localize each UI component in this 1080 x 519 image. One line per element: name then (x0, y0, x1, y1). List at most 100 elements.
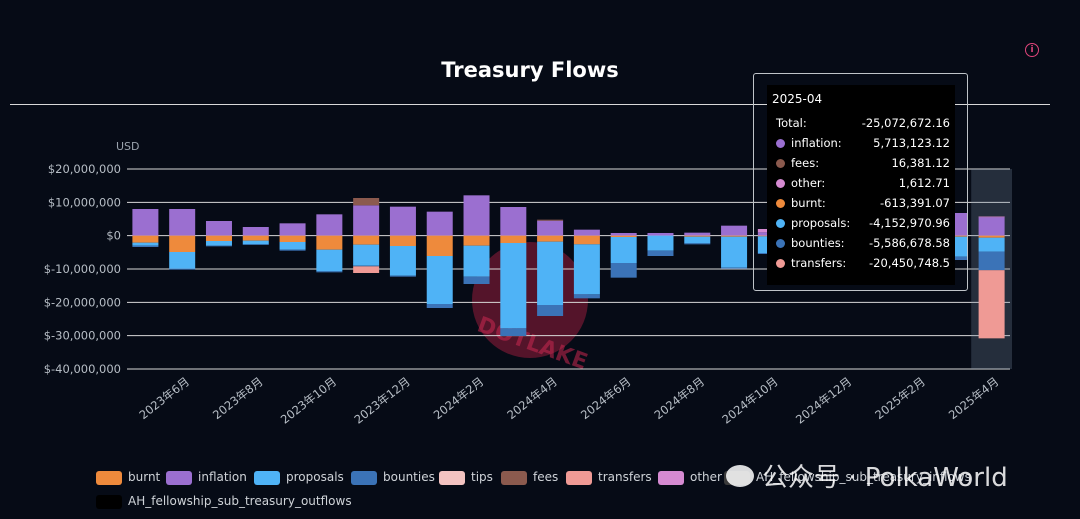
bar-segment-proposals[interactable] (647, 235, 674, 251)
tooltip-row-label: transfers: (791, 256, 847, 270)
bar-segment-burnt[interactable] (463, 235, 490, 246)
title-divider (10, 104, 1050, 105)
bar-segment-burnt[interactable] (426, 235, 453, 256)
bar-segment-burnt[interactable] (353, 235, 380, 245)
bar-segment-proposals[interactable] (573, 244, 600, 295)
bar-segment-inflation[interactable] (537, 220, 564, 236)
bar-segment-bounties[interactable] (353, 265, 380, 267)
tooltip-row: inflation: 5,713,123.12 (776, 136, 950, 152)
bar-segment-inflation[interactable] (242, 227, 269, 236)
bar-segment-burnt[interactable] (132, 235, 159, 243)
bar-segment-proposals[interactable] (279, 242, 306, 250)
bar-segment-bounties[interactable] (316, 271, 343, 273)
bar-segment-bounties[interactable] (426, 304, 453, 308)
bar-segment-inflation[interactable] (573, 229, 600, 236)
bar-segment-inflation[interactable] (684, 232, 711, 236)
bar-segment-bounties[interactable] (169, 268, 196, 270)
bar-segment-bounties[interactable] (610, 263, 637, 278)
bar-segment-inflation[interactable] (426, 211, 453, 236)
bar-segment-inflation[interactable] (610, 233, 637, 236)
bar-segment-inflation[interactable] (169, 209, 196, 236)
bar-segment-proposals[interactable] (242, 240, 269, 245)
bar-segment-proposals[interactable] (205, 241, 232, 246)
bar-segment-fees[interactable] (537, 219, 564, 221)
bar-segment-inflation[interactable] (647, 233, 674, 236)
tooltip: 2025-04 Total: -25,072,672.16 inflation:… (753, 73, 968, 291)
bar-segment-bounties[interactable] (978, 251, 1005, 271)
bar-segment-proposals[interactable] (537, 241, 564, 305)
bar-segment-proposals[interactable] (684, 236, 711, 244)
bar-segment-inflation[interactable] (721, 225, 748, 236)
bar-segment-other[interactable] (978, 216, 1005, 218)
bar-segment-bounties[interactable] (132, 245, 159, 247)
tooltip-row-label: burnt: (791, 196, 826, 210)
bar-segment-burnt[interactable] (389, 235, 416, 246)
page-watermark-text: 公众号 · PolkaWorld (762, 463, 1008, 493)
bar-segment-burnt[interactable] (169, 235, 196, 252)
bar-segment-bounties[interactable] (279, 249, 306, 251)
legend-label: tips (471, 470, 493, 484)
info-icon[interactable]: i (1025, 43, 1039, 57)
bar-segment-inflation[interactable] (205, 221, 232, 236)
bar-segment-bounties[interactable] (647, 250, 674, 256)
bar-segment-fees[interactable] (353, 198, 380, 206)
bar-segment-burnt[interactable] (978, 235, 1005, 238)
bar-segment-proposals[interactable] (353, 244, 380, 266)
chart-watermark: DOTLAKE (472, 242, 591, 375)
bar-segment-inflation[interactable] (316, 214, 343, 236)
x-tick-label: 2024年6月 (578, 374, 634, 422)
bar-segment-bounties[interactable] (389, 275, 416, 277)
y-tick-labels: $20,000,000 $10,000,000 $0 $-10,000,000 $-20… (44, 162, 121, 376)
tooltip-row: fees: 16,381.12 (776, 156, 950, 172)
x-tick-label: 2024年8月 (652, 374, 708, 422)
bar-segment-burnt[interactable] (684, 235, 711, 237)
tooltip-row-label: inflation: (791, 136, 842, 150)
bar-segment-burnt[interactable] (279, 235, 306, 242)
bar-segment-inflation[interactable] (279, 223, 306, 236)
bar-segment-inflation[interactable] (353, 205, 380, 236)
bar-segment-transfers[interactable] (978, 270, 1005, 339)
bar-segment-bounties[interactable] (463, 276, 490, 284)
bar-segment-proposals[interactable] (610, 237, 637, 263)
y-tick-label: $0 (106, 229, 121, 243)
bar-segment-bounties[interactable] (537, 305, 564, 316)
bar-segment-proposals[interactable] (132, 242, 159, 246)
bar-segment-transfers[interactable] (353, 266, 380, 273)
bar-segment-inflation[interactable] (389, 206, 416, 236)
bar-segment-proposals[interactable] (463, 245, 490, 277)
bar-segment-bounties[interactable] (573, 294, 600, 299)
bar-segment-inflation[interactable] (978, 216, 1005, 236)
bar-segment-inflation[interactable] (463, 195, 490, 236)
bar-segment-proposals[interactable] (500, 243, 527, 329)
bar-segment-burnt[interactable] (573, 235, 600, 245)
page-watermark: 公众号 · PolkaWorld (726, 457, 1056, 497)
tooltip-total-row: Total: -25,072,672.16 (776, 116, 950, 132)
bar-segment-bounties[interactable] (721, 267, 748, 269)
x-tick-label: 2025年4月 (946, 374, 1002, 422)
bar-segment-inflation[interactable] (500, 207, 527, 236)
bar-segment-burnt[interactable] (500, 235, 527, 243)
tooltip-dot-icon (776, 259, 785, 268)
bar-segment-proposals[interactable] (316, 249, 343, 272)
bar-segment-proposals[interactable] (169, 252, 196, 269)
tooltip-dot-icon (776, 219, 785, 228)
bar-segment-burnt[interactable] (721, 235, 748, 237)
bar-segment-burnt[interactable] (242, 235, 269, 241)
bar-segment-proposals[interactable] (389, 246, 416, 276)
bar-segment-burnt[interactable] (537, 235, 564, 242)
bar-segment-inflation[interactable] (132, 209, 159, 236)
bar-segment-proposals[interactable] (426, 256, 453, 304)
bar-segment-bounties[interactable] (205, 245, 232, 247)
bar-segment-bounties[interactable] (500, 328, 527, 336)
tooltip-dot-icon (776, 139, 785, 148)
bar-segment-bounties[interactable] (242, 244, 269, 245)
bar-segment-burnt[interactable] (316, 235, 343, 250)
bar-segment-burnt[interactable] (610, 235, 637, 237)
tooltip-total-label: Total: (776, 116, 807, 130)
bar-segment-bounties[interactable] (684, 243, 711, 245)
bar-segment-proposals[interactable] (978, 237, 1005, 252)
bar-segment-burnt[interactable] (205, 235, 232, 241)
bar-segment-proposals[interactable] (721, 236, 748, 268)
